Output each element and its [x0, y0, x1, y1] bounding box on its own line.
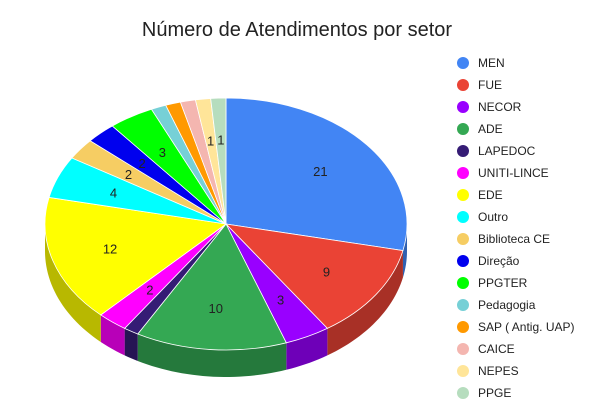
data-label-men: 21	[313, 164, 327, 179]
legend-item[interactable]: Pedagogia	[457, 294, 575, 316]
legend-label: ADE	[478, 122, 503, 136]
legend-swatch	[457, 255, 469, 267]
legend-swatch	[457, 167, 469, 179]
legend-swatch	[457, 211, 469, 223]
pie-side-fue	[327, 250, 403, 356]
legend-item[interactable]: Direção	[457, 250, 575, 272]
legend-swatch	[457, 57, 469, 69]
pie-side-walls	[45, 224, 407, 377]
legend-item[interactable]: UNITI-LINCE	[457, 162, 575, 184]
chart-legend: MEN FUE NECOR ADE LAPEDOC UNITI-LINCE EDE Outro…	[457, 52, 575, 404]
legend-item[interactable]: NECOR	[457, 96, 575, 118]
legend-item[interactable]: EDE	[457, 184, 575, 206]
data-label-dire-o: 2	[138, 156, 145, 171]
legend-swatch	[457, 189, 469, 201]
data-label-ppge: 1	[217, 133, 224, 148]
legend-label: Pedagogia	[478, 298, 536, 312]
legend-label: Direção	[478, 254, 520, 268]
pie-side-necor	[286, 328, 328, 370]
data-label-nepes: 1	[207, 133, 214, 148]
legend-item[interactable]: Biblioteca CE	[457, 228, 575, 250]
legend-swatch	[457, 365, 469, 377]
pie-slice-ade[interactable]	[137, 223, 287, 351]
pie-slice-men[interactable]	[225, 97, 408, 251]
legend-label: SAP ( Antig. UAP)	[478, 320, 575, 334]
data-label-necor: 3	[277, 292, 284, 307]
legend-item[interactable]: CAICE	[457, 338, 575, 360]
pie-slices	[44, 97, 408, 351]
data-label-outro: 4	[110, 186, 117, 201]
pie-slice-ppge[interactable]	[210, 97, 227, 225]
pie-side-ede	[45, 224, 101, 342]
legend-label: NECOR	[478, 100, 522, 114]
legend-label: MEN	[478, 56, 505, 70]
legend-swatch	[457, 233, 469, 245]
legend-label: Outro	[478, 210, 509, 224]
data-label-uniti-lince: 2	[146, 283, 153, 298]
data-label-ade: 10	[208, 301, 222, 316]
pie-side-ade	[137, 334, 287, 377]
legend-item[interactable]: LAPEDOC	[457, 140, 575, 162]
pie-side-uniti-lince	[100, 314, 125, 356]
legend-label: Biblioteca CE	[478, 232, 551, 246]
legend-label: NEPES	[478, 364, 519, 378]
legend-item[interactable]: FUE	[457, 74, 575, 96]
legend-label: CAICE	[478, 342, 515, 356]
legend-swatch	[457, 79, 469, 91]
legend-label: PPGE	[478, 386, 512, 400]
legend-swatch	[457, 321, 469, 333]
pie-slice-fue[interactable]	[224, 223, 404, 329]
legend-item[interactable]: NEPES	[457, 360, 575, 382]
legend-label: EDE	[478, 188, 503, 202]
legend-item[interactable]: Outro	[457, 206, 575, 228]
legend-swatch	[457, 299, 469, 311]
legend-swatch	[457, 387, 469, 399]
legend-label: PPGTER	[478, 276, 528, 290]
data-label-ppgter: 3	[159, 145, 166, 160]
legend-swatch	[457, 343, 469, 355]
legend-label: UNITI-LINCE	[478, 166, 549, 180]
legend-label: FUE	[478, 78, 502, 92]
pie-side-lapedoc	[124, 328, 138, 361]
legend-swatch	[457, 123, 469, 135]
legend-swatch	[457, 277, 469, 289]
legend-item[interactable]: ADE	[457, 118, 575, 140]
legend-item[interactable]: SAP ( Antig. UAP)	[457, 316, 575, 338]
legend-label: LAPEDOC	[478, 144, 536, 158]
legend-item[interactable]: PPGE	[457, 382, 575, 404]
data-label-biblioteca-ce: 2	[125, 167, 132, 182]
legend-item[interactable]: PPGTER	[457, 272, 575, 294]
data-label-ede: 12	[103, 242, 117, 257]
pie-slice-ede[interactable]	[44, 197, 228, 316]
legend-swatch	[457, 101, 469, 113]
legend-item[interactable]: MEN	[457, 52, 575, 74]
legend-swatch	[457, 145, 469, 157]
data-label-fue: 9	[323, 264, 330, 279]
chart-title: Número de Atendimentos por setor	[141, 19, 453, 41]
